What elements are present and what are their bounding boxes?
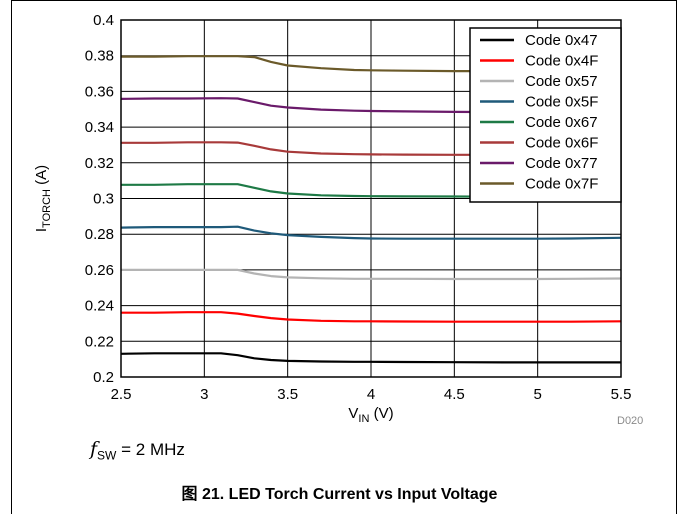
x-tick-label: 4 xyxy=(367,386,375,403)
y-tick-label: 0.34 xyxy=(85,119,114,136)
y-tick-label: 0.26 xyxy=(85,262,114,279)
switching-frequency-note: fSW = 2 MHz xyxy=(90,438,185,462)
legend-label: Code 0x77 xyxy=(525,155,598,172)
x-tick-label: 3 xyxy=(200,386,208,403)
x-tick-label: 5 xyxy=(533,386,541,403)
fsw-value: = 2 MHz xyxy=(116,440,185,459)
x-axis-label: VIN (V) xyxy=(348,405,393,425)
legend-label: Code 0x7F xyxy=(525,176,598,193)
x-tick-label: 3.5 xyxy=(277,386,298,403)
figure-code: D020 xyxy=(617,415,644,427)
fsw-symbol: f xyxy=(90,438,98,460)
legend-label: Code 0x5F xyxy=(525,94,598,111)
x-tick-label: 5.5 xyxy=(611,386,632,403)
x-tick-label: 4.5 xyxy=(444,386,465,403)
line-chart: 2.5 3 3.5 4 4.5 5 5.5 0.2 0.22 0.24 0.26 0.28 0.3 0.3… xyxy=(33,12,632,425)
y-tick-label: 0.22 xyxy=(85,333,114,350)
y-axis-label: ITORCH (A) xyxy=(33,165,53,232)
legend: Code 0x47 Code 0x4F Code 0x57 Code 0x5F Code… xyxy=(469,27,622,203)
legend-label: Code 0x57 xyxy=(525,73,598,90)
legend-box xyxy=(469,27,622,203)
y-tick-label: 0.4 xyxy=(93,12,114,29)
series-line xyxy=(120,225,622,240)
y-tick-label: 0.3 xyxy=(93,191,114,208)
legend-label: Code 0x6F xyxy=(525,135,598,152)
series-line xyxy=(121,311,622,323)
figure-frame xyxy=(11,0,677,514)
legend-label: Code 0x47 xyxy=(525,32,598,49)
y-tick-label: 0.24 xyxy=(85,298,114,315)
y-tick-label: 0.36 xyxy=(85,83,114,100)
figure-caption: 图 21. LED Torch Current vs Input Voltage xyxy=(181,486,498,503)
series-line xyxy=(121,268,622,281)
fsw-subscript: SW xyxy=(97,448,117,463)
x-tick-label: 2.5 xyxy=(111,386,132,403)
legend-label: Code 0x4F xyxy=(525,53,598,70)
y-tick-label: 0.28 xyxy=(85,226,114,243)
legend-label: Code 0x67 xyxy=(525,114,598,131)
y-tick-label: 0.2 xyxy=(93,369,114,386)
series-line xyxy=(120,352,621,364)
y-tick-label: 0.32 xyxy=(85,155,114,172)
y-tick-label: 0.38 xyxy=(85,48,114,65)
